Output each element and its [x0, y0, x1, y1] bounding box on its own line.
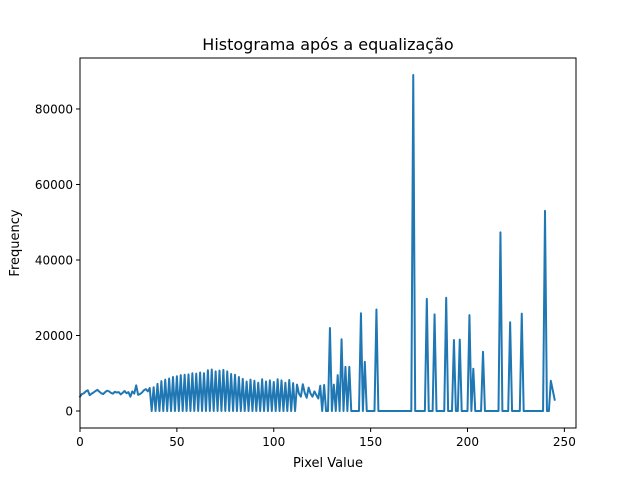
y-tick-label: 80000	[35, 102, 73, 116]
x-tick-label: 150	[359, 435, 382, 449]
x-tick-label: 200	[456, 435, 479, 449]
chart-title: Histograma após a equalização	[202, 35, 453, 54]
y-axis: 0 20000 40000 60000 80000	[35, 102, 80, 419]
y-tick-label: 0	[65, 405, 73, 419]
series-line	[78, 73, 556, 413]
y-tick-label: 60000	[35, 178, 73, 192]
x-axis-label: Pixel Value	[293, 456, 363, 471]
y-axis-label: Frequency	[8, 209, 23, 276]
x-tick-label: 50	[169, 435, 184, 449]
x-tick-label: 100	[262, 435, 285, 449]
x-tick-label: 250	[553, 435, 576, 449]
y-tick-label: 20000	[35, 329, 73, 343]
y-tick-label: 40000	[35, 253, 73, 267]
x-tick-label: 0	[76, 435, 84, 449]
x-axis: 0 50 100 150 200 250	[76, 428, 576, 449]
plot-area	[78, 73, 556, 413]
plot-frame	[79, 57, 577, 429]
